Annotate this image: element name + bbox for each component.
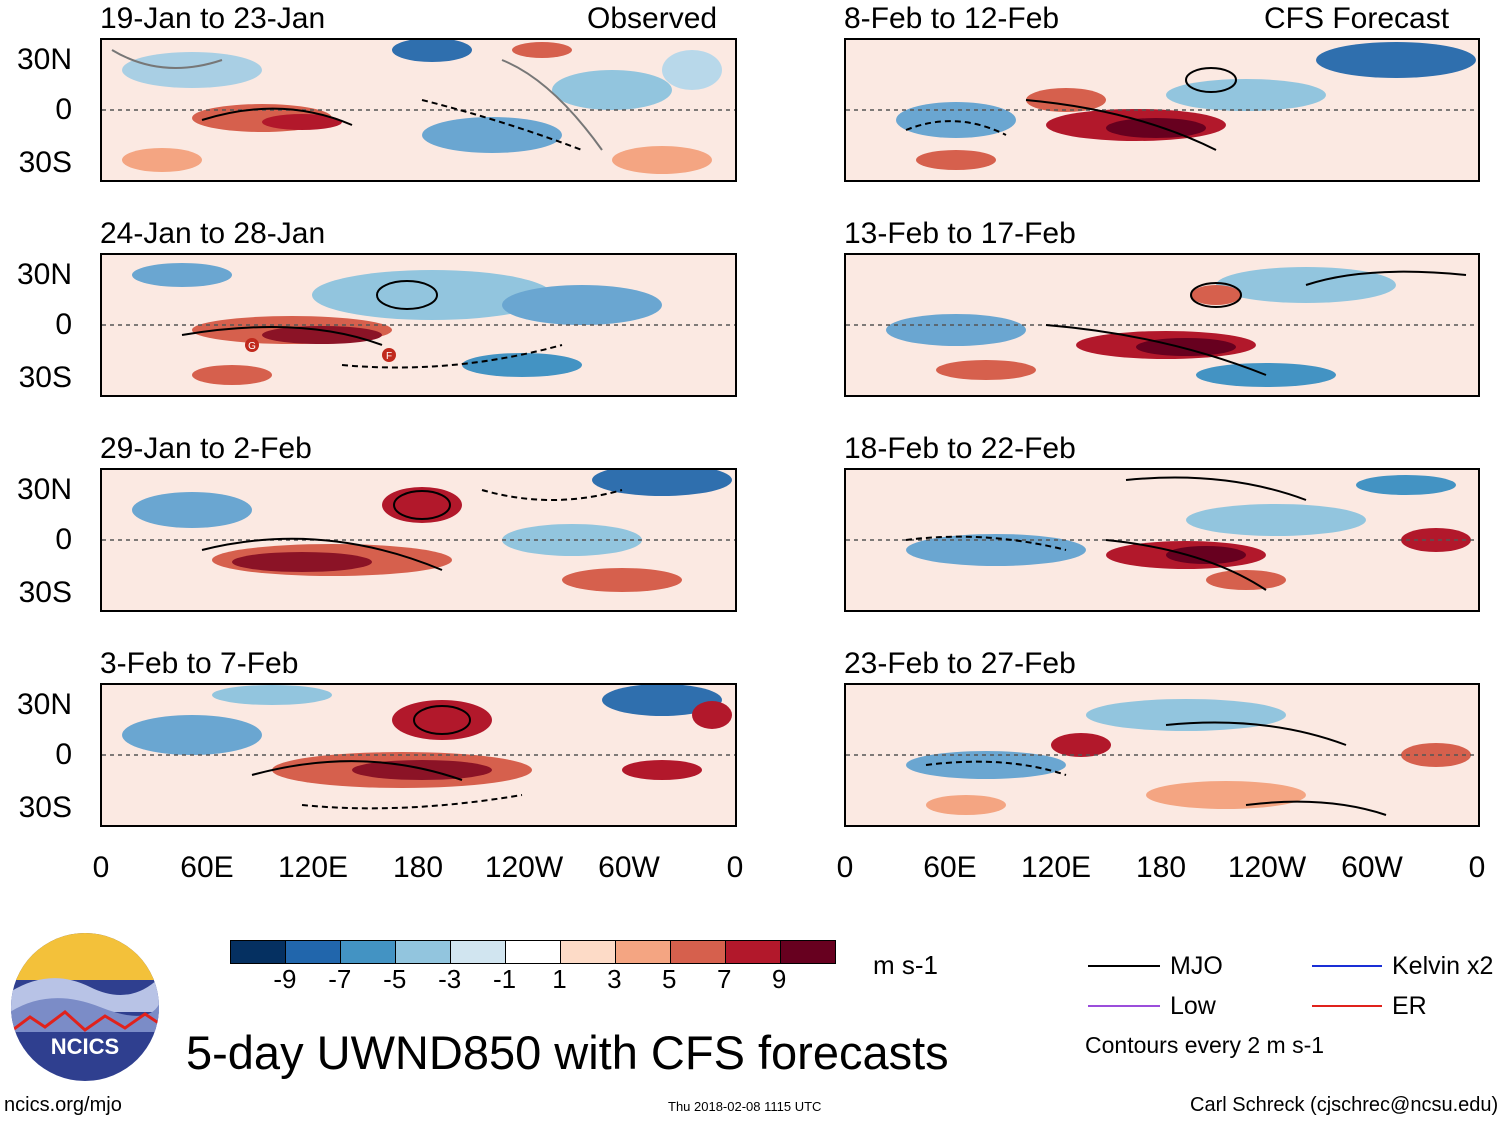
colorbar-swatch: [781, 941, 835, 963]
lon-label: 180: [392, 851, 444, 884]
map-panel-right-1: [844, 38, 1480, 182]
colorbar: [230, 940, 836, 964]
panel-title-right-4: 23-Feb to 27-Feb: [844, 647, 1076, 680]
lon-label: 0: [726, 851, 744, 884]
legend-mjo: MJO: [1170, 952, 1223, 980]
observed-label: Observed: [587, 2, 718, 35]
map-panel-right-2: [844, 253, 1480, 397]
lat-label-30s: 30S: [18, 361, 72, 394]
legend-mjo-line: [1088, 965, 1160, 967]
lon-label: 120E: [1020, 851, 1092, 884]
lat-label-30n: 30N: [16, 688, 72, 721]
figure-title: 5-day UWND850 with CFS forecasts: [186, 1026, 949, 1079]
lat-label-30s: 30S: [18, 146, 72, 179]
lat-label-30n: 30N: [16, 473, 72, 506]
colorbar-swatch: [396, 941, 451, 963]
colorbar-tick-label: 1: [552, 964, 567, 994]
legend-kelvin: Kelvin x2: [1392, 952, 1494, 980]
lon-label: 180: [1135, 851, 1187, 884]
lat-label-30n: 30N: [16, 258, 72, 291]
colorbar-unit: m s-1: [873, 950, 938, 980]
lat-label-30s: 30S: [18, 791, 72, 824]
colorbar-swatch: [726, 941, 781, 963]
legend-kelvin-line: [1312, 965, 1382, 967]
map-panel-right-3: [844, 468, 1480, 612]
colorbar-tick-label: -7: [328, 964, 352, 994]
legend-low: Low: [1170, 992, 1216, 1020]
colorbar-tick-label: -5: [383, 964, 407, 994]
lat-label-0: 0: [55, 308, 72, 341]
lon-label: 60W: [598, 851, 660, 884]
map-panel-left-4: [100, 683, 737, 827]
colorbar-tick-label: 5: [662, 964, 677, 994]
lon-label: 60E: [923, 851, 977, 884]
panel-title-left-2: 24-Jan to 28-Jan: [100, 217, 326, 250]
colorbar-tick-label: -1: [492, 964, 517, 994]
lat-label-30n: 30N: [16, 43, 72, 76]
lon-label: 120E: [277, 851, 349, 884]
colorbar-swatch: [616, 941, 671, 963]
colorbar-swatch: [231, 941, 286, 963]
panel-title-right-1: 8-Feb to 12-Feb: [844, 2, 1060, 35]
colorbar-swatch: [341, 941, 396, 963]
colorbar-swatch: [286, 941, 341, 963]
panel-title-right-3: 18-Feb to 22-Feb: [844, 432, 1076, 465]
lon-label: 120W: [484, 851, 564, 884]
map-panel-left-1: [100, 38, 737, 182]
map-panel-right-4: [844, 683, 1480, 827]
colorbar-tick-label: 3: [607, 964, 622, 994]
lon-label: 0: [1468, 851, 1486, 884]
panel-title-left-1: 19-Jan to 23-Jan: [100, 2, 326, 35]
lon-label: 60W: [1341, 851, 1403, 884]
panel-title-left-4: 3-Feb to 7-Feb: [100, 647, 299, 680]
lat-label-0: 0: [55, 93, 72, 126]
lon-label: 120W: [1227, 851, 1307, 884]
legend-er-line: [1312, 1005, 1382, 1007]
colorbar-tick-label: -9: [273, 964, 297, 994]
footer-author: Carl Schreck (cjschrec@ncsu.edu): [1190, 1094, 1499, 1116]
panel-title-left-3: 29-Jan to 2-Feb: [100, 432, 312, 465]
lat-label-30s: 30S: [18, 576, 72, 609]
footer-url: ncics.org/mjo: [4, 1094, 122, 1116]
lat-label-0: 0: [55, 523, 72, 556]
footer-timestamp: Thu 2018-02-08 1115 UTC: [668, 1099, 822, 1114]
ncics-logo: NCICS: [10, 932, 160, 1082]
colorbar-tick-label: 9: [771, 964, 787, 994]
marker-f: F: [386, 351, 392, 362]
lon-label: 0: [836, 851, 854, 884]
marker-g: G: [248, 341, 256, 352]
colorbar-swatch: [671, 941, 726, 963]
lat-label-0: 0: [55, 738, 72, 771]
panel-title-right-2: 13-Feb to 17-Feb: [844, 217, 1076, 250]
logo-text: NCICS: [51, 1034, 119, 1059]
colorbar-tick-label: -3: [438, 964, 462, 994]
map-panel-left-3: [100, 468, 737, 612]
colorbar-swatch: [506, 941, 561, 963]
legend-low-line: [1088, 1005, 1160, 1007]
forecast-label: CFS Forecast: [1264, 2, 1450, 35]
contour-note: Contours every 2 m s-1: [1085, 1032, 1325, 1058]
colorbar-tick-label: 7: [716, 964, 732, 994]
legend-er: ER: [1392, 992, 1427, 1020]
map-panel-left-2: G F: [100, 253, 737, 397]
lon-label: 60E: [180, 851, 234, 884]
lon-label: 0: [92, 851, 110, 884]
colorbar-swatch: [561, 941, 616, 963]
colorbar-swatch: [451, 941, 506, 963]
